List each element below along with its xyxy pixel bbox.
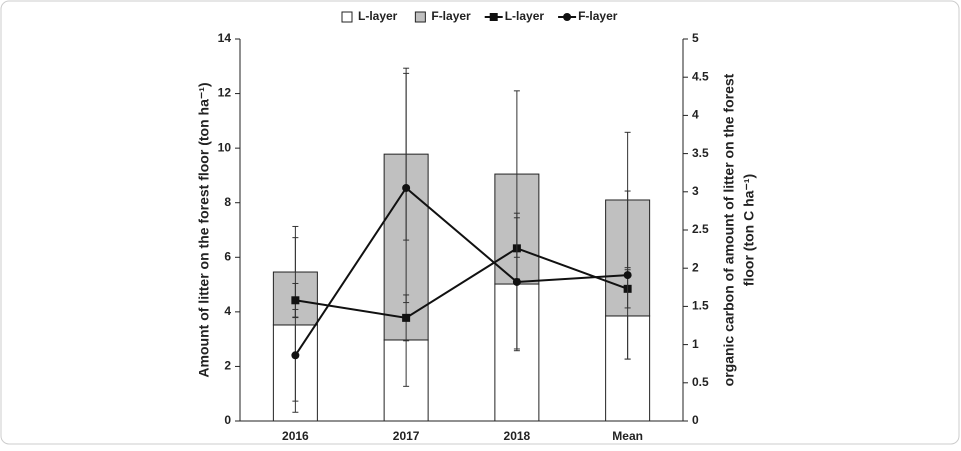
x-tick-label: 2016 (282, 429, 309, 443)
y2-tick-label: 5 (692, 31, 699, 45)
y2-tick-label: 0.5 (692, 375, 709, 389)
y-axis-title: Amount of litter on the forest floor (to… (196, 82, 212, 377)
line (295, 247, 628, 319)
legend-label: F-layer (578, 9, 618, 23)
marker (623, 271, 632, 280)
legend-label: L-layer (358, 9, 398, 23)
y2-tick-label: 2.5 (692, 222, 709, 236)
x-tick-label: 2017 (393, 429, 420, 443)
y-tick-label: 14 (218, 31, 232, 45)
legend-swatch (341, 11, 353, 23)
legend-label: L-layer (505, 9, 545, 23)
x-tick-label: 2018 (504, 429, 531, 443)
y2-axis-title: organic carbon of amount of litter on th… (721, 73, 737, 386)
y2-tick-label: 3 (692, 184, 699, 198)
legend-marker (489, 13, 498, 21)
y2-tick-label: 0 (692, 413, 699, 427)
marker (402, 313, 411, 322)
x-tick-label: Mean (612, 429, 643, 443)
y-tick-label: 10 (218, 140, 232, 154)
y-tick-label: 8 (224, 195, 231, 209)
marker (291, 296, 300, 305)
marker (291, 351, 300, 360)
y-tick-label: 12 (218, 86, 232, 100)
legend-swatch (414, 11, 426, 23)
y2-tick-label: 3.5 (692, 146, 709, 160)
y-tick-label: 6 (224, 249, 231, 263)
y-tick-label: 0 (224, 413, 231, 427)
marker (402, 183, 411, 192)
y2-axis-title: floor (ton C ha⁻¹) (741, 174, 757, 286)
y2-tick-label: 4 (692, 108, 699, 122)
y2-tick-label: 2 (692, 260, 699, 274)
y2-tick-label: 1 (692, 337, 699, 351)
marker (512, 277, 521, 286)
y2-tick-label: 1.5 (692, 299, 709, 313)
line (294, 186, 628, 356)
y-tick-label: 4 (224, 304, 231, 318)
y-tick-label: 2 (224, 359, 231, 373)
legend-marker (563, 13, 572, 21)
legend-label: F-layer (431, 9, 471, 23)
y2-tick-label: 4.5 (692, 69, 709, 83)
